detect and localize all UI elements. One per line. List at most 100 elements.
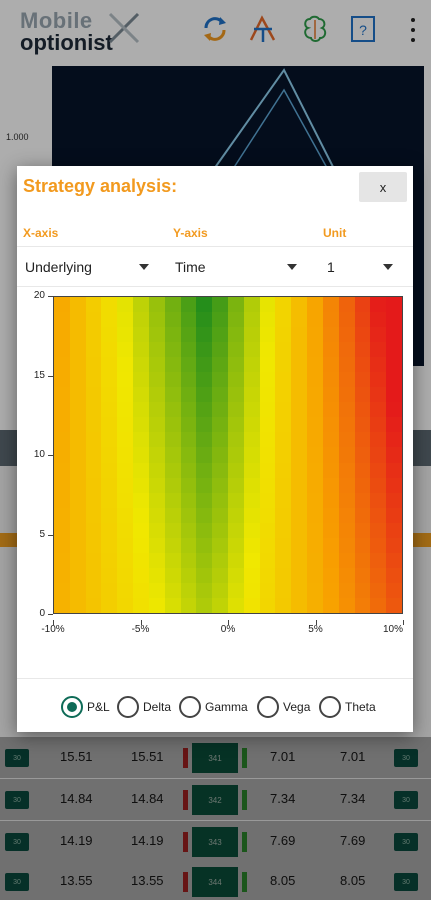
heatmap-cell (228, 477, 244, 493)
radio-gamma[interactable]: Gamma (179, 696, 248, 718)
heatmap-cell (386, 567, 402, 583)
heatmap-cell (259, 297, 276, 313)
heatmap-cell (338, 342, 355, 358)
heatmap-cell (354, 342, 371, 358)
heatmap-cell (275, 432, 292, 448)
heatmap-cell (338, 477, 355, 493)
background-chart-tick: 1.000 (6, 132, 29, 142)
green-bar (242, 790, 247, 810)
row-action-button[interactable]: 30 (5, 791, 29, 809)
heatmap-cell (322, 477, 339, 493)
table-row[interactable]: 30 14.84 14.84 342 7.34 7.34 30 (0, 779, 431, 821)
heatmap-cell (69, 447, 86, 463)
heatmap-cell (338, 582, 355, 598)
table-row[interactable]: 30 13.55 13.55 344 8.05 8.05 30 (0, 861, 431, 900)
greek-radio-group: P&L Delta Gamma Vega Theta (17, 682, 413, 732)
x-tick-label: 10% (382, 624, 403, 635)
heatmap-cell (212, 462, 228, 478)
more-vert-icon[interactable] (407, 18, 419, 42)
heatmap-cell (322, 417, 339, 433)
radio-circle-icon (319, 696, 341, 718)
close-button[interactable]: x (359, 172, 407, 202)
row-action-button[interactable]: 30 (394, 791, 418, 809)
x-tick-label: -5% (131, 624, 150, 635)
heatmap-cell (354, 387, 371, 403)
row-action-button[interactable]: 30 (394, 749, 418, 767)
help-icon[interactable]: ? (346, 12, 380, 46)
heatmap-cell (133, 357, 149, 373)
heatmap-cell (212, 372, 228, 388)
row-action-button[interactable]: 30 (394, 873, 418, 891)
heatmap-cell (259, 462, 276, 478)
row-action-button[interactable]: 30 (5, 833, 29, 851)
heatmap-cell (275, 312, 292, 328)
unit-select[interactable]: 1 (327, 252, 397, 282)
heatmap-cell (259, 447, 276, 463)
refresh-icon[interactable] (198, 12, 232, 46)
strike-cell[interactable]: 343 (192, 827, 238, 857)
heatmap-cell (243, 357, 260, 373)
heatmap-cell (133, 297, 149, 313)
heatmap-cell (212, 402, 228, 418)
x-axis-select[interactable]: Underlying (25, 252, 153, 282)
heatmap-cell (275, 582, 292, 598)
heatmap-cell (228, 462, 244, 478)
heatmap-cell (69, 327, 86, 343)
dialog-title: Strategy analysis: (23, 176, 178, 196)
heatmap-cell (196, 402, 213, 418)
heatmap-cell (54, 492, 70, 508)
row-action-button[interactable]: 30 (5, 873, 29, 891)
brain-icon[interactable] (298, 12, 332, 46)
heatmap-cell (69, 387, 86, 403)
heatmap-cell (54, 537, 70, 553)
x-axis-value: Underlying (25, 259, 92, 275)
row-value: 8.05 (270, 873, 296, 888)
heatmap-cell (196, 297, 213, 313)
heatmap-cell (54, 432, 70, 448)
heatmap-cell (307, 357, 323, 373)
heatmap-cell (212, 522, 228, 538)
radio-delta[interactable]: Delta (117, 696, 171, 718)
heatmap-cell (243, 552, 260, 568)
heatmap-cell (354, 402, 371, 418)
heatmap-cell (386, 582, 402, 598)
heatmap-cell (354, 462, 371, 478)
strike-cell[interactable]: 342 (192, 785, 238, 815)
strategy-tool-icon[interactable] (246, 12, 280, 46)
row-value: 7.01 (340, 749, 366, 764)
heatmap-cell (148, 387, 165, 403)
row-action-button[interactable]: 30 (394, 833, 418, 851)
row-value: 7.01 (270, 749, 296, 764)
heatmap-cell (164, 432, 181, 448)
table-row[interactable]: 30 15.51 15.51 341 7.01 7.01 30 (0, 737, 431, 779)
row-action-button[interactable]: 30 (5, 749, 29, 767)
heatmap-cell (212, 477, 228, 493)
heatmap-cell (148, 552, 165, 568)
heatmap-cell (370, 522, 387, 538)
strike-cell[interactable]: 341 (192, 743, 238, 773)
heatmap-cell (291, 342, 308, 358)
heatmap-cell (54, 597, 70, 613)
radio-pl[interactable]: P&L (61, 696, 110, 718)
row-dim-overlay (0, 861, 431, 900)
radio-theta[interactable]: Theta (319, 696, 376, 718)
heatmap-cell (164, 372, 181, 388)
row-dim-overlay (0, 779, 431, 820)
table-row[interactable]: 30 14.19 14.19 343 7.69 7.69 30 (0, 821, 431, 863)
heatmap-cell (291, 402, 308, 418)
heatmap-cell (196, 462, 213, 478)
heatmap-cell (243, 342, 260, 358)
heatmap-cell (386, 492, 402, 508)
heatmap-cell (164, 582, 181, 598)
heatmap-cell (354, 522, 371, 538)
heatmap-cell (338, 522, 355, 538)
chevron-down-icon (383, 264, 393, 270)
radio-label: Theta (345, 700, 376, 714)
heatmap-cell (196, 507, 213, 523)
heatmap-cell (54, 582, 70, 598)
radio-vega[interactable]: Vega (257, 696, 310, 718)
y-axis-select[interactable]: Time (175, 252, 301, 282)
chevron-down-icon (139, 264, 149, 270)
heatmap-cell (370, 357, 387, 373)
strike-cell[interactable]: 344 (192, 867, 238, 897)
